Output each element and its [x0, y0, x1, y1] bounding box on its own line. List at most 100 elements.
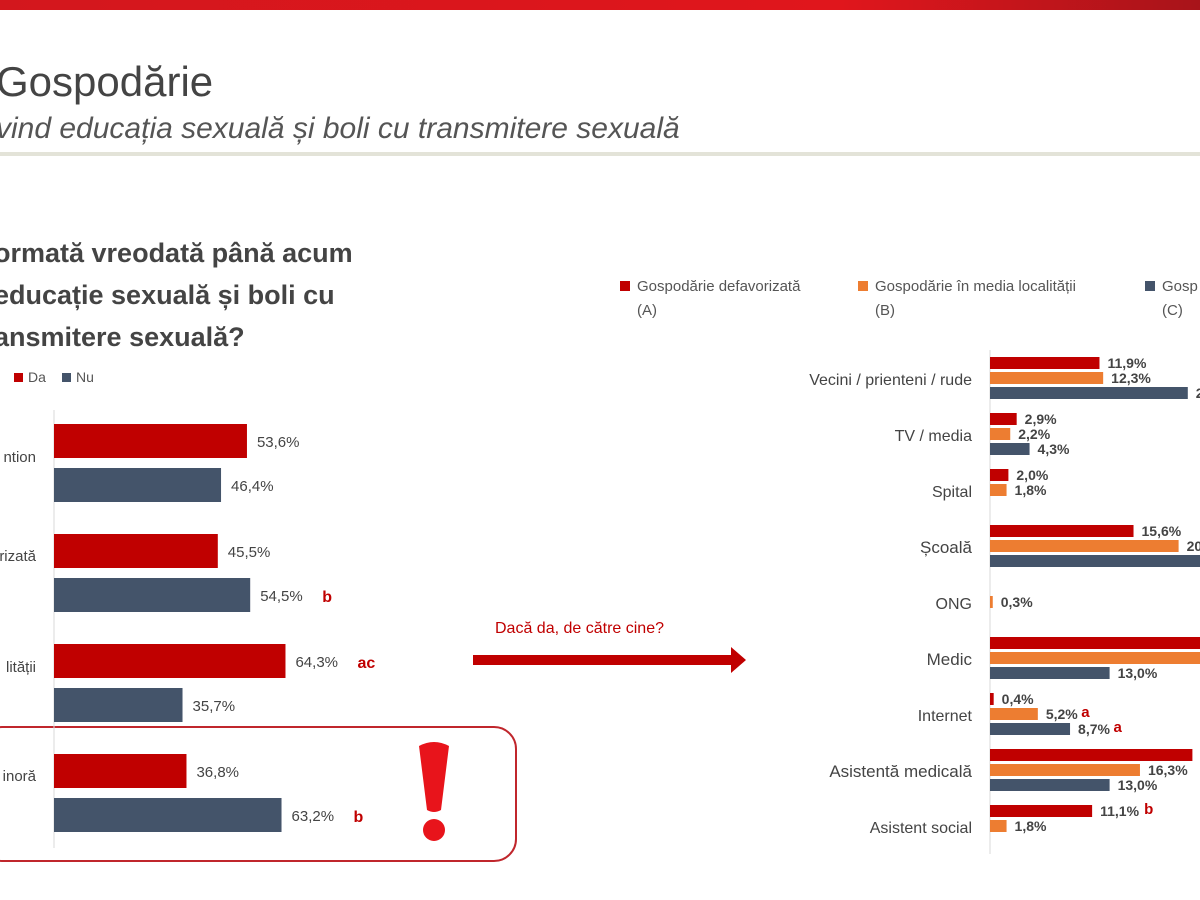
- exclamation-icon: [419, 742, 449, 841]
- data-label: 45,5%: [228, 544, 271, 561]
- bar: [54, 534, 218, 568]
- bar: [54, 424, 247, 458]
- bar: [990, 805, 1093, 817]
- bar: [990, 693, 994, 705]
- data-label: 13,0%: [1118, 777, 1158, 793]
- data-label: 11,9%: [1107, 355, 1146, 371]
- bar: [54, 688, 183, 722]
- right-arrow-icon: [473, 647, 746, 673]
- data-label: 4,3%: [1038, 441, 1070, 457]
- bar: [990, 525, 1134, 537]
- category-label: Medic: [927, 650, 973, 669]
- significance-marker: b: [1144, 801, 1153, 818]
- bar: [990, 723, 1071, 735]
- data-label: 11,1%: [1100, 803, 1139, 819]
- legend-label: Gospodărie în media localității: [875, 278, 1076, 295]
- legend-label: (B): [875, 302, 895, 319]
- bar: [990, 357, 1100, 369]
- bar: [990, 413, 1017, 425]
- top-accent-bar: [0, 0, 1200, 10]
- significance-marker: a: [1113, 719, 1122, 736]
- bar: [54, 644, 286, 678]
- significance-marker: a: [1081, 704, 1090, 721]
- legend-swatch: [858, 281, 868, 291]
- category-label: Internet: [918, 708, 973, 725]
- data-label: 1,8%: [1015, 482, 1047, 498]
- category-label: inoră: [3, 768, 37, 785]
- category-label: rizată: [0, 548, 37, 565]
- legend-label: Gosp: [1162, 278, 1198, 295]
- legend-swatch: [14, 373, 23, 382]
- data-label: 0,3%: [1001, 594, 1033, 610]
- category-label: Spital: [932, 484, 972, 501]
- arrow-label: Dacă da, de către cine?: [495, 620, 664, 637]
- data-label: 15,6%: [1142, 523, 1182, 539]
- significance-marker: ac: [357, 655, 375, 672]
- right-bar-chart: Gospodărie defavorizată (A) Gospodărie în …: [620, 278, 1200, 854]
- left-bar-chart: Da Nu ntion 53,6% 46,4% rizată 45,5% 54,5% b lită…: [0, 369, 517, 862]
- category-label: Școală: [920, 538, 973, 557]
- bar: [990, 469, 1009, 481]
- significance-marker: b: [354, 809, 364, 826]
- data-label: 0,4%: [1002, 691, 1034, 707]
- category-label: lității: [6, 659, 36, 676]
- legend-label: Nu: [76, 369, 94, 385]
- legend-swatch: [1145, 281, 1155, 291]
- highlight-frame: [0, 726, 517, 862]
- bar: [990, 749, 1193, 761]
- bar: [990, 372, 1104, 384]
- bar: [990, 637, 1200, 649]
- significance-marker: b: [322, 589, 332, 606]
- bar: [990, 764, 1140, 776]
- bar: [990, 540, 1179, 552]
- data-label: 2,0%: [1016, 467, 1048, 483]
- bar: [990, 779, 1110, 791]
- bar: [990, 596, 993, 608]
- data-label: 12,3%: [1111, 370, 1151, 386]
- data-label: 8,7%: [1078, 721, 1110, 737]
- category-label: Asistentă medicală: [829, 762, 972, 781]
- category-label: ONG: [936, 596, 972, 613]
- bar: [990, 667, 1110, 679]
- category-label: Vecini / prienteni / rude: [809, 372, 972, 389]
- page-title: Gospodărie: [0, 58, 214, 105]
- data-label: 20,: [1187, 538, 1200, 554]
- bar: [990, 443, 1030, 455]
- bar: [990, 428, 1011, 440]
- legend-swatch: [620, 281, 630, 291]
- question-title: ormată vreodată până acum educație sexua…: [0, 232, 353, 358]
- bar: [990, 484, 1007, 496]
- category-label: Asistent social: [870, 820, 972, 837]
- bar: [54, 798, 282, 832]
- question-line-1: ormată vreodată până acum: [0, 238, 353, 268]
- legend-label: (A): [637, 302, 657, 319]
- data-label: 53,6%: [257, 434, 300, 451]
- data-label: 46,4%: [231, 478, 274, 495]
- question-line-2: educație sexuală și boli cu: [0, 280, 335, 310]
- legend-label: Gospodărie defavorizată: [637, 278, 801, 295]
- data-label: 36,8%: [196, 764, 239, 781]
- legend-label: (C): [1162, 302, 1183, 319]
- data-label: 63,2%: [292, 808, 335, 825]
- data-label: 21: [1196, 385, 1200, 401]
- data-label: 5,2%: [1046, 706, 1078, 722]
- bar: [54, 468, 222, 502]
- bar: [990, 555, 1200, 567]
- data-label: 64,3%: [295, 654, 338, 671]
- data-label: 2,9%: [1025, 411, 1057, 427]
- page-subtitle: vind educația sexuală și boli cu transmi…: [0, 112, 680, 145]
- data-label: 1,8%: [1015, 818, 1047, 834]
- bar: [54, 754, 187, 788]
- category-label: TV / media: [895, 428, 972, 445]
- bar: [990, 387, 1188, 399]
- data-label: 2,2%: [1018, 426, 1050, 442]
- bar: [990, 708, 1038, 720]
- bar: [54, 578, 251, 612]
- legend-label: Da: [28, 369, 46, 385]
- category-label: ntion: [3, 449, 36, 466]
- data-label: 16,3%: [1148, 762, 1188, 778]
- bar: [990, 820, 1007, 832]
- legend-swatch: [62, 373, 71, 382]
- data-label: 54,5%: [260, 588, 303, 605]
- data-label: 35,7%: [193, 698, 236, 715]
